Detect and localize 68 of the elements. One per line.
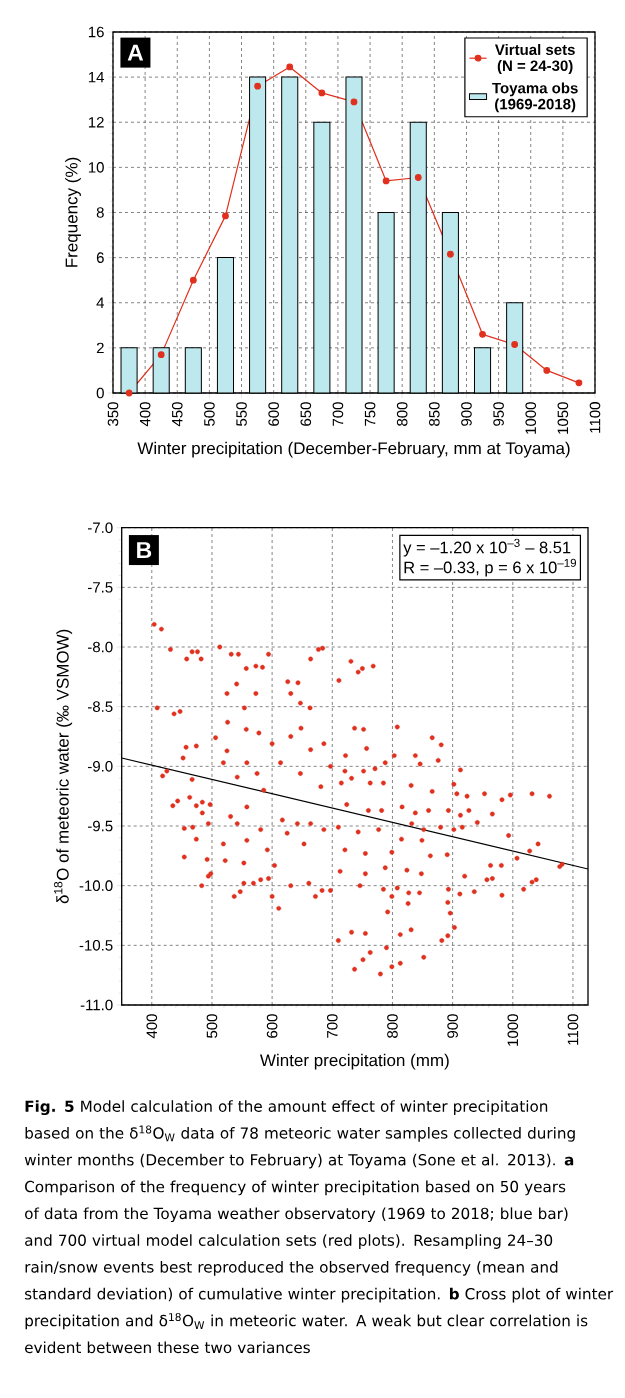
point (286, 63, 294, 71)
y-tick-label: -9.5 (87, 820, 113, 832)
point (125, 389, 133, 397)
point (189, 276, 197, 284)
x-tick-label: 1100 (589, 402, 601, 433)
point (479, 330, 486, 338)
x-tick-label: 350 (107, 402, 119, 426)
x-tick-label: 500 (206, 1014, 218, 1038)
point (350, 98, 358, 106)
y-tick-label: 16 (88, 26, 104, 38)
y-tick-label: -8.5 (87, 701, 113, 712)
point (414, 174, 422, 181)
x-tick-label: 400 (139, 402, 151, 427)
point (222, 212, 229, 220)
point (446, 250, 454, 258)
x-axis-title: Winter precipitation (mm) (260, 1053, 449, 1070)
point (318, 89, 326, 97)
y-tick-label: 6 (96, 252, 104, 263)
x-tick-label: 800 (396, 402, 408, 426)
text: Fig. 5 Model calculation of the amount effect of winter precipitation based on the δ$^{18}$O$_{W}$ data of 78 meteoric water samples collected during winter months (December to February) at Toyama (Sone et al. 2013). a Comparison of the frequency of winter precipitation based on 50 years of data from the Toyama weather observatory (1969 to 2018; blue bar) and 700 virtual model calculation sets (red plots). Resampling 24–30 rain/snow events best reproduced the observed frequency (mean and standard deviation) of cumulative winter precipitation. b Cross plot of winter precipitation and δ$^{18}$O$_{W}$ in meteoric water. A weak but clear correlation is evident between these two variances (24, 1100, 614, 1354)
point (575, 379, 583, 387)
x-tick-label: 400 (146, 1014, 158, 1039)
x-tick-label: 1100 (567, 1014, 579, 1045)
y-tick-label: 4 (96, 297, 105, 308)
y-tick-label: -10.0 (79, 880, 113, 891)
x-tick-label: 1000 (525, 402, 537, 434)
point (382, 177, 390, 185)
y-tick-label: 12 (88, 117, 104, 128)
legend-label: Virtual sets (N = 24-30) (494, 44, 575, 74)
x-tick-label: 650 (300, 402, 312, 426)
legend-label: Toyama obs (1969-2018) (492, 82, 578, 113)
y-tick-label: -9.0 (87, 761, 113, 772)
x-tick-label: 800 (387, 1014, 398, 1038)
x-tick-label: 850 (429, 402, 440, 426)
annotation: y = –1.20 x 10$^{–3}$ – 8.51 (403, 538, 571, 557)
x-tick-label: 700 (326, 1014, 338, 1038)
x-tick-label: 500 (204, 402, 215, 426)
y-tick-label: 10 (88, 162, 104, 173)
x-axis-title: Winter precipitation (December-February, mm at Toyama) (137, 441, 570, 458)
x-tick-label: 700 (332, 402, 344, 426)
x-tick-label: 750 (364, 402, 376, 426)
y-tick-label: 0 (96, 387, 104, 399)
x-tick-label: 600 (268, 402, 279, 426)
x-tick-label: 450 (171, 402, 183, 427)
x-tick-label: 900 (447, 1014, 458, 1038)
y-tick-label: 2 (96, 342, 104, 354)
y-axis-title: δ$^{18}$O of meteoric water (‰ VSMOW) (54, 629, 73, 904)
y-tick-label: -7.0 (87, 522, 113, 533)
y-tick-label: -8.0 (87, 641, 113, 653)
point (254, 82, 261, 90)
point (157, 351, 165, 359)
y-tick-label: -11.0 (80, 999, 113, 1011)
annotation: R = –0.33, p = 6 x 10$^{–19}$ (404, 558, 577, 577)
x-tick-label: 950 (493, 402, 504, 426)
y-tick-label: -10.5 (79, 940, 113, 951)
annotation: A (127, 44, 144, 61)
point (543, 367, 551, 374)
y-tick-label: -7.5 (87, 582, 113, 593)
annotation: B (137, 542, 152, 558)
y-tick-label: 8 (96, 207, 104, 218)
x-tick-label: 900 (461, 402, 472, 426)
x-tick-label: 550 (236, 402, 247, 426)
x-tick-label: 600 (266, 1014, 278, 1038)
y-axis-title: Frequency (%) (65, 157, 81, 267)
point (511, 341, 519, 348)
y-tick-label: 14 (88, 71, 105, 83)
x-tick-label: 1050 (557, 402, 569, 434)
x-tick-label: 1000 (507, 1014, 519, 1046)
